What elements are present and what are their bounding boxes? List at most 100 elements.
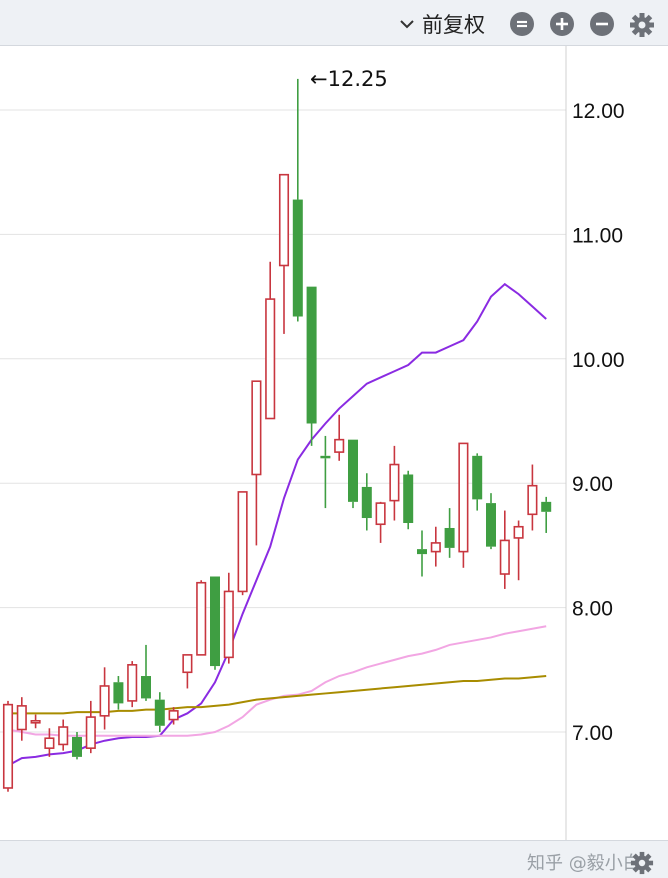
candle — [320, 435, 331, 509]
candle-body — [16, 705, 27, 731]
candle — [306, 286, 317, 446]
zoom-out-button[interactable] — [590, 12, 614, 36]
chart-toolbar: 前复权 — [0, 0, 668, 46]
candle — [2, 700, 14, 792]
candle — [375, 501, 386, 543]
watermark-text: 知乎 @毅小白 — [527, 853, 641, 874]
y-tick-label: 8.00 — [572, 598, 613, 621]
candle — [472, 453, 483, 511]
candle-body — [85, 716, 96, 749]
candle-body — [320, 455, 331, 459]
candle-body — [44, 737, 55, 749]
candle — [389, 445, 400, 521]
candle — [458, 442, 469, 568]
candle-body — [182, 654, 193, 674]
candle — [334, 414, 345, 461]
reset-zoom-icon — [517, 20, 527, 28]
candle — [223, 572, 234, 664]
candle — [168, 707, 179, 725]
candle-body — [292, 199, 303, 317]
candle — [417, 530, 427, 577]
candle — [527, 464, 538, 531]
candle-body — [375, 502, 386, 526]
candle — [72, 732, 82, 760]
candle-body — [223, 590, 234, 659]
gear-icon[interactable] — [629, 12, 655, 38]
candle-body — [458, 442, 469, 553]
candle — [58, 719, 69, 751]
high-price-annotation: ←12.25 — [310, 67, 388, 91]
y-tick-label: 9.00 — [572, 473, 613, 496]
candle-body — [113, 682, 124, 704]
candle-body — [127, 664, 138, 702]
candle-body — [58, 726, 69, 746]
candle — [196, 580, 207, 656]
candle — [85, 700, 96, 754]
candle-body — [417, 549, 427, 555]
candle — [182, 654, 193, 689]
candlestick-chart[interactable]: 7.00 8.00 9.00 10.00 11.00 12.00 ←12.25 — [0, 46, 668, 840]
candle-body — [334, 438, 345, 453]
candle-body — [348, 439, 358, 502]
candle — [99, 667, 110, 730]
y-tick-label: 10.00 — [572, 349, 625, 372]
candle-body — [2, 703, 14, 789]
chevron-down-icon — [400, 20, 414, 29]
candle — [361, 473, 372, 531]
candle-body — [30, 720, 41, 724]
zoom-in-button[interactable] — [550, 12, 574, 36]
candle-body — [472, 455, 483, 500]
candle-body — [210, 576, 220, 667]
candle — [265, 261, 276, 420]
chart-footer: 知乎 @毅小白 — [0, 840, 668, 878]
candle-body — [541, 501, 552, 512]
candle — [403, 470, 414, 530]
candle-body — [389, 463, 400, 502]
candle — [127, 661, 138, 708]
ma-line-3 — [8, 675, 547, 715]
candle — [430, 526, 441, 567]
candle — [541, 496, 552, 533]
candle-body — [486, 503, 496, 547]
reset-zoom-button[interactable] — [510, 12, 534, 36]
candle-body — [99, 685, 110, 717]
candle — [16, 697, 27, 741]
candle-body — [403, 474, 414, 524]
candle — [292, 78, 303, 322]
y-tick-label: 11.00 — [572, 224, 623, 247]
candle-body — [513, 525, 524, 539]
candle-body — [361, 486, 372, 519]
candle-body — [265, 298, 276, 420]
candle-body — [499, 539, 510, 575]
candle — [210, 576, 220, 670]
settings-gear-icon[interactable] — [630, 851, 654, 875]
price-adjust-label: 前复权 — [422, 13, 485, 37]
candle — [513, 520, 524, 581]
candle — [113, 676, 124, 710]
candle — [444, 508, 455, 558]
candle-body — [196, 581, 207, 656]
candle — [44, 728, 55, 757]
zoom-in-icon — [556, 18, 568, 30]
price-adjust-dropdown[interactable]: 前复权 — [398, 9, 485, 39]
y-tick-label: 12.00 — [572, 100, 625, 123]
zoom-out-icon — [596, 22, 608, 26]
candle-body — [527, 484, 538, 516]
candle-body — [154, 699, 165, 726]
candle — [141, 644, 151, 701]
y-tick-label: 7.00 — [572, 722, 613, 745]
candle-body — [168, 710, 179, 721]
candle — [486, 493, 496, 550]
candle — [237, 491, 248, 596]
candle-body — [251, 380, 262, 476]
candle — [30, 714, 41, 729]
candle — [499, 510, 510, 589]
candle-body — [141, 676, 151, 699]
candle-body — [444, 527, 455, 548]
candle — [251, 380, 262, 546]
candle-body — [430, 542, 441, 553]
candle — [154, 692, 165, 732]
candle-body — [278, 173, 290, 267]
candle — [278, 173, 290, 334]
candle-body — [306, 286, 317, 424]
